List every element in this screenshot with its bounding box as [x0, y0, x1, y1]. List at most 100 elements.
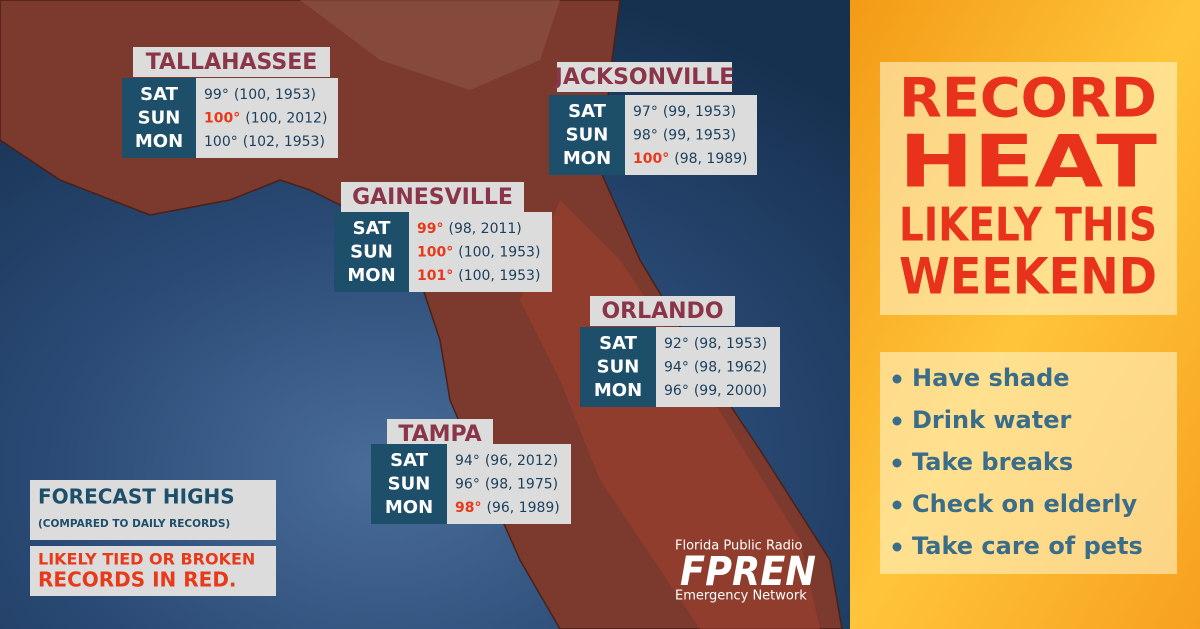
forecast-row: 94° (98, 1962): [664, 360, 767, 376]
forecast-high: 96°: [455, 477, 480, 493]
value-column: [196, 78, 338, 158]
day-label: MON: [594, 380, 642, 401]
day-label: SAT: [599, 333, 637, 354]
tip-bullet: [892, 500, 902, 510]
forecast-row: 100° (100, 1953): [417, 245, 540, 261]
forecast-high: 99°: [417, 221, 443, 237]
forecast-high: 96°: [664, 383, 689, 399]
daily-record: (98, 1962): [694, 360, 767, 376]
tip-bullet: [892, 542, 902, 552]
forecast-row: 92° (98, 1953): [664, 336, 767, 352]
tip: Drink water: [912, 406, 1072, 434]
tip-bullet: [892, 416, 902, 426]
logo-name: FPREN: [680, 549, 816, 595]
day-column: [334, 212, 409, 292]
daily-record: (100, 1953): [458, 245, 540, 261]
day-label: MON: [347, 265, 395, 286]
forecast-high: 100°: [204, 134, 238, 150]
legend-subtitle: (COMPARED TO DAILY RECORDS): [38, 518, 230, 530]
forecast-high: 99°: [204, 87, 229, 103]
day-column: [580, 327, 656, 407]
city-name-box: [590, 296, 735, 326]
city-name: GAINESVILLE: [352, 185, 513, 210]
logo-top: Florida Public Radio: [675, 539, 803, 554]
value-column: [625, 95, 757, 175]
city-name: TAMPA: [398, 422, 481, 447]
forecast-row: 96° (99, 2000): [664, 383, 767, 399]
tip: Check on elderly: [912, 490, 1137, 518]
day-label: MON: [135, 131, 183, 152]
forecast-high: 94°: [664, 360, 689, 376]
day-column: [549, 95, 625, 175]
city-name: ORLANDO: [601, 299, 723, 324]
forecast-row: 99° (98, 2011): [417, 221, 522, 237]
daily-record: (96, 1989): [486, 500, 559, 516]
day-column: [122, 78, 196, 158]
daily-record: (99, 2000): [694, 383, 767, 399]
city-name-box: [133, 47, 330, 77]
day-label: SUN: [388, 474, 431, 495]
daily-record: (98, 1975): [485, 477, 558, 493]
forecast-row: 100° (100, 2012): [204, 111, 327, 127]
day-label: SAT: [568, 101, 606, 122]
logo-bottom: Emergency Network: [675, 589, 807, 604]
value-column: [656, 327, 780, 407]
forecast-row: 96° (98, 1975): [455, 477, 558, 493]
forecast-high: 101°: [417, 268, 453, 284]
day-label: SUN: [597, 357, 640, 378]
tip: Take breaks: [912, 448, 1073, 476]
legend-note: LIKELY TIED OR BROKEN: [38, 550, 255, 569]
day-label: SUN: [350, 242, 393, 263]
forecast-high: 100°: [204, 111, 240, 127]
day-label: SAT: [140, 84, 178, 105]
daily-record: (102, 1953): [243, 134, 325, 150]
forecast-row: 99° (100, 1953): [204, 87, 316, 103]
headline-box: [880, 62, 1177, 315]
legend-note-box: [30, 546, 276, 596]
daily-record: (100, 1953): [234, 87, 316, 103]
forecast-high: 100°: [417, 245, 453, 261]
tip-bullet: [892, 374, 902, 384]
legend-note: RECORDS IN RED.: [38, 568, 237, 592]
forecast-high: 92°: [664, 336, 689, 352]
daily-record: (100, 2012): [245, 111, 327, 127]
day-label: MON: [385, 497, 433, 518]
forecast-high: 97°: [633, 104, 658, 120]
tip-bullet: [892, 458, 902, 468]
day-label: MON: [563, 148, 611, 169]
forecast-row: 100° (98, 1989): [633, 151, 748, 167]
forecast-high: 94°: [455, 453, 480, 469]
forecast-high: 98°: [455, 500, 481, 516]
value-column: [409, 212, 552, 292]
forecast-row: 98° (96, 1989): [455, 500, 560, 516]
forecast-row: 98° (99, 1953): [633, 128, 736, 144]
daily-record: (98, 2011): [448, 221, 521, 237]
headline: LIKELY THIS: [899, 198, 1157, 252]
day-label: SUN: [138, 108, 181, 129]
tip: Have shade: [912, 364, 1070, 392]
day-label: SAT: [353, 218, 391, 239]
daily-record: (96, 2012): [485, 453, 558, 469]
day-label: SAT: [390, 450, 428, 471]
daily-record: (99, 1953): [663, 128, 736, 144]
daily-record: (98, 1989): [674, 151, 747, 167]
headline: WEEKEND: [899, 248, 1157, 306]
daily-record: (100, 1953): [458, 268, 540, 284]
headline: HEAT: [899, 120, 1157, 204]
value-column: [447, 444, 571, 524]
legend-title: FORECAST HIGHS: [38, 485, 235, 509]
tips-box: [880, 352, 1177, 574]
forecast-row: 94° (96, 2012): [455, 453, 558, 469]
forecast-row: 100° (102, 1953): [204, 134, 325, 150]
headline: RECORD: [899, 67, 1157, 130]
heat-zone: [300, 0, 560, 90]
legend-box: [30, 480, 276, 540]
forecast-high: 98°: [633, 128, 658, 144]
forecast-high: 100°: [633, 151, 669, 167]
city-name: TALLAHASSEE: [146, 50, 318, 75]
daily-record: (99, 1953): [663, 104, 736, 120]
day-column: [371, 444, 447, 524]
forecast-row: 101° (100, 1953): [417, 268, 540, 284]
tip: Take care of pets: [912, 532, 1143, 560]
